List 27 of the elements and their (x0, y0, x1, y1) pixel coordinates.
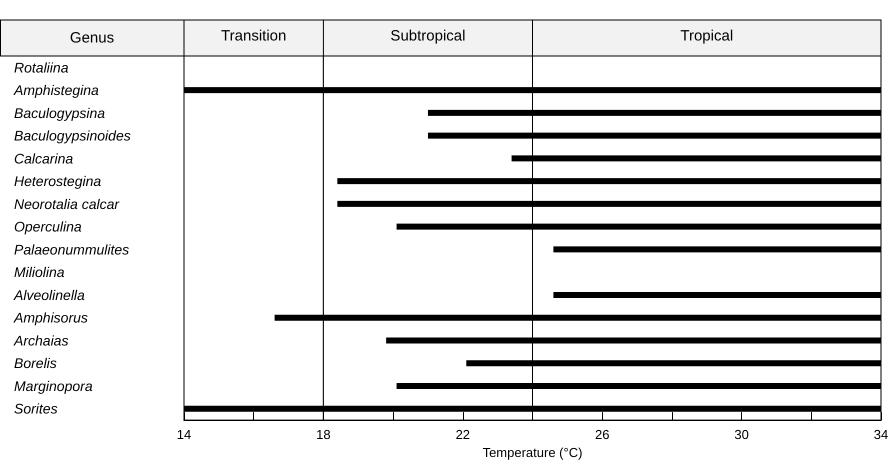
x-axis-title: Temperature (°C) (482, 445, 582, 460)
y-tick-label: Heterostegina (14, 173, 102, 190)
y-tick-label: Baculogypsina (14, 104, 106, 121)
x-tick-label: 34 (874, 427, 888, 442)
band-label: Transition (221, 28, 286, 44)
y-tick-label: Neorotalia calcar (14, 196, 120, 212)
x-tick-label: 14 (176, 427, 192, 442)
x-tick-label: 18 (316, 427, 331, 442)
y-tick-label: Alveolinella (13, 286, 86, 303)
y-tick-label: Baculogypsinoides (14, 128, 131, 144)
y-tick-label: Archaias (13, 332, 68, 348)
y-tick-label: Sorites (14, 400, 58, 417)
x-tick-label: 30 (734, 427, 749, 442)
y-tick-label: Calcarina (14, 150, 74, 166)
y-tick-label: Miliolina (14, 264, 65, 280)
x-tick-label: 22 (456, 427, 470, 442)
y-axis-title: Genus (70, 30, 114, 46)
band-label: Tropical (680, 28, 734, 44)
y-tick-label: Rotaliina (14, 59, 69, 76)
x-tick-label: 26 (594, 427, 610, 442)
y-tick-label: Amphistegina (13, 82, 100, 98)
y-tick-label: Operculina (14, 218, 82, 235)
y-tick-label: Borelis (14, 355, 57, 372)
y-tick-label: Marginopora (14, 378, 93, 394)
y-tick-label: Amphisorus (13, 310, 88, 326)
band-label: Subtropical (390, 28, 466, 44)
y-tick-label: Palaeonummulites (14, 241, 130, 258)
